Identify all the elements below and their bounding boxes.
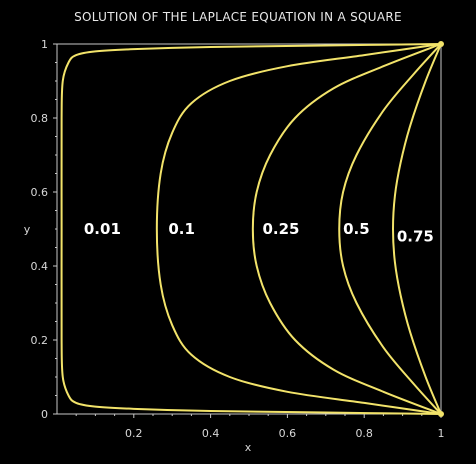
y-axis-label: y bbox=[24, 223, 31, 236]
contour-lines bbox=[60, 41, 444, 417]
contour-label: 0.1 bbox=[168, 220, 195, 238]
chart-title: SOLUTION OF THE LAPLACE EQUATION IN A SQ… bbox=[74, 10, 402, 24]
contour-labels: 0.01 0.1 0.25 0.5 0.75 bbox=[84, 220, 434, 245]
x-tick-label: 1 bbox=[438, 427, 445, 440]
convergence-point bbox=[438, 411, 444, 417]
contour-label: 0.01 bbox=[84, 220, 121, 238]
x-axis-label: x bbox=[245, 441, 252, 454]
y-tick-label: 1 bbox=[41, 38, 48, 51]
contour-line-0-5 bbox=[338, 43, 442, 415]
x-axis: 0.2 0.4 0.6 0.8 1 bbox=[75, 414, 445, 440]
y-tick-label: 0 bbox=[41, 408, 48, 421]
contour-line-0-1 bbox=[155, 43, 442, 415]
y-axis: 0 0.2 0.4 0.6 0.8 1 bbox=[31, 38, 57, 421]
contour-line-0-01 bbox=[60, 43, 442, 415]
x-tick-label: 0.8 bbox=[355, 427, 373, 440]
y-tick-label: 0.8 bbox=[31, 112, 49, 125]
y-tick-label: 0.2 bbox=[31, 334, 49, 347]
contour-line-0-25 bbox=[251, 43, 442, 415]
y-tick-label: 0.6 bbox=[31, 186, 49, 199]
y-tick-label: 0.4 bbox=[31, 260, 49, 273]
contour-label: 0.75 bbox=[397, 227, 434, 245]
x-tick-label: 0.4 bbox=[202, 427, 220, 440]
contour-label: 0.25 bbox=[262, 220, 299, 238]
x-tick-label: 0.2 bbox=[125, 427, 143, 440]
x-tick-label: 0.6 bbox=[279, 427, 297, 440]
contour-line-0-75 bbox=[392, 43, 442, 415]
convergence-point bbox=[438, 41, 444, 47]
contour-label: 0.5 bbox=[343, 220, 370, 238]
